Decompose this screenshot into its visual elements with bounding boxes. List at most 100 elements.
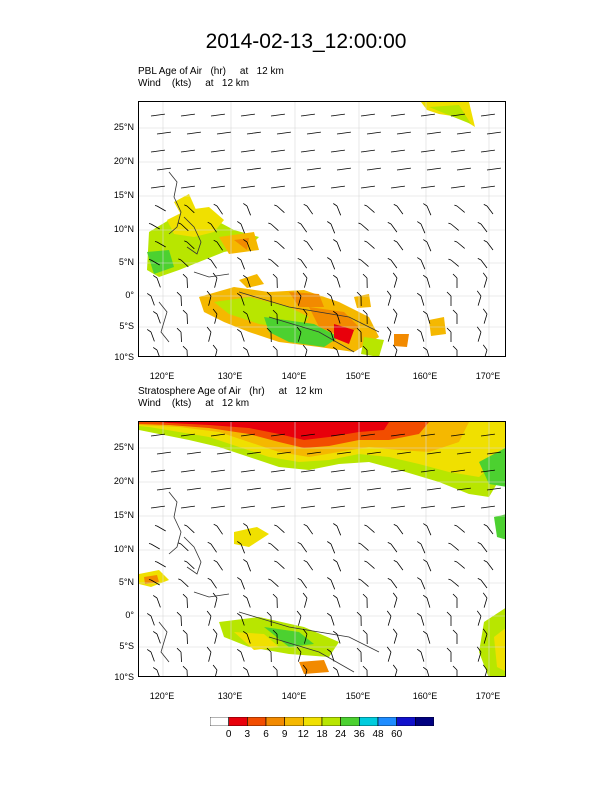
wind-barb <box>302 628 308 644</box>
wind-barb <box>152 347 160 356</box>
wind-barb <box>246 487 261 491</box>
wind-barb <box>303 203 314 215</box>
wind-barb <box>272 273 278 289</box>
figure-title: 2014-02-13_12:00:00 <box>205 30 407 53</box>
wind-barb <box>274 204 285 213</box>
wind-barb <box>390 433 405 437</box>
wind-barb <box>423 239 432 252</box>
wind-barb <box>393 240 404 251</box>
wind-barb <box>180 113 195 117</box>
wind-barb <box>387 542 398 553</box>
pbl-lon-170e: 170°E <box>475 371 501 381</box>
wind-barb <box>446 647 452 662</box>
pbl-lat-5s: 5°S <box>119 321 134 331</box>
strat-lat-0: 0° <box>125 610 134 620</box>
wind-barb <box>207 257 217 269</box>
wind-barb <box>422 310 431 324</box>
wind-barb <box>332 594 341 608</box>
wind-barb <box>236 648 245 662</box>
colorbar-label: 12 <box>297 729 309 740</box>
wind-barb <box>240 149 255 153</box>
wind-barb <box>240 469 255 473</box>
wind-barb <box>303 523 314 535</box>
wind-barb <box>417 221 426 234</box>
wind-barb <box>386 326 392 342</box>
strat-map-canvas <box>139 422 505 676</box>
wind-barb <box>327 221 336 234</box>
wind-barb <box>274 524 285 533</box>
wind-barb <box>482 628 488 644</box>
panel1-line2: Wind (kts) at 12 km <box>138 78 250 89</box>
strat-lat-25n: 25°N <box>113 442 134 452</box>
wind-barb <box>240 433 255 437</box>
wind-barb <box>240 113 255 117</box>
wind-barb <box>362 593 368 609</box>
wind-barb <box>236 292 245 306</box>
wind-barb <box>206 646 212 662</box>
wind-barb <box>393 204 404 215</box>
wind-barb <box>392 344 398 356</box>
wind-barb <box>268 222 279 231</box>
wind-barb <box>272 309 278 325</box>
wind-barb <box>448 578 459 587</box>
wind-barb <box>450 185 465 189</box>
wind-barb <box>296 326 302 342</box>
wind-barb <box>272 629 278 645</box>
wind-barb <box>420 185 435 189</box>
wind-barb <box>182 593 188 609</box>
wind-barb <box>178 258 189 268</box>
wind-barb <box>486 487 501 491</box>
pbl-lat-5n: 5°N <box>118 257 134 267</box>
wind-barb <box>480 149 495 153</box>
wind-barb <box>207 577 217 589</box>
wind-barb <box>450 469 465 473</box>
pbl-lon-140e: 140°E <box>281 371 307 381</box>
colorbar-swatch <box>340 717 360 726</box>
wind-barb <box>360 433 375 437</box>
wind-barb <box>450 113 465 117</box>
pbl-lon-130e: 130°E <box>217 371 243 381</box>
wind-barb <box>416 292 425 306</box>
wind-barb <box>154 241 166 248</box>
colorbar-swatch <box>265 717 285 726</box>
wind-barb <box>452 309 458 324</box>
wind-barb <box>358 222 369 231</box>
colorbar-swatch <box>321 717 341 726</box>
wind-barb <box>236 612 245 626</box>
wind-barb <box>180 469 195 473</box>
colorbar-swatch <box>377 717 397 726</box>
wind-barb <box>480 469 495 473</box>
wind-barb <box>180 433 195 437</box>
wind-barb <box>360 185 375 189</box>
wind-barb <box>176 647 182 663</box>
wind-barb <box>452 629 458 644</box>
wind-barb <box>186 451 201 455</box>
wind-barb <box>182 273 188 289</box>
wind-barb <box>268 578 279 587</box>
wind-barb <box>450 505 465 509</box>
wind-barb <box>150 469 165 473</box>
wind-barb <box>302 344 308 356</box>
pbl-map <box>138 101 506 357</box>
wind-barb <box>207 221 217 233</box>
wind-barb <box>483 240 494 251</box>
wind-barb <box>422 346 430 356</box>
strat-coastlines <box>158 491 380 673</box>
wind-barb <box>156 451 171 455</box>
wind-barb <box>454 240 465 249</box>
wind-barb <box>154 525 166 532</box>
wind-barb <box>266 611 272 627</box>
wind-barb <box>276 487 291 491</box>
wind-barb <box>364 560 375 569</box>
strat-lat-15n: 15°N <box>113 510 134 520</box>
wind-barb <box>333 559 342 572</box>
wind-barb <box>326 612 335 626</box>
wind-barb <box>336 487 351 491</box>
wind-barb <box>477 542 488 553</box>
wind-barb <box>297 257 308 269</box>
wind-barb <box>300 505 315 509</box>
wind-barb <box>242 274 251 288</box>
wind-barb <box>477 222 488 233</box>
wind-barb <box>146 293 155 306</box>
wind-barb <box>156 131 171 135</box>
